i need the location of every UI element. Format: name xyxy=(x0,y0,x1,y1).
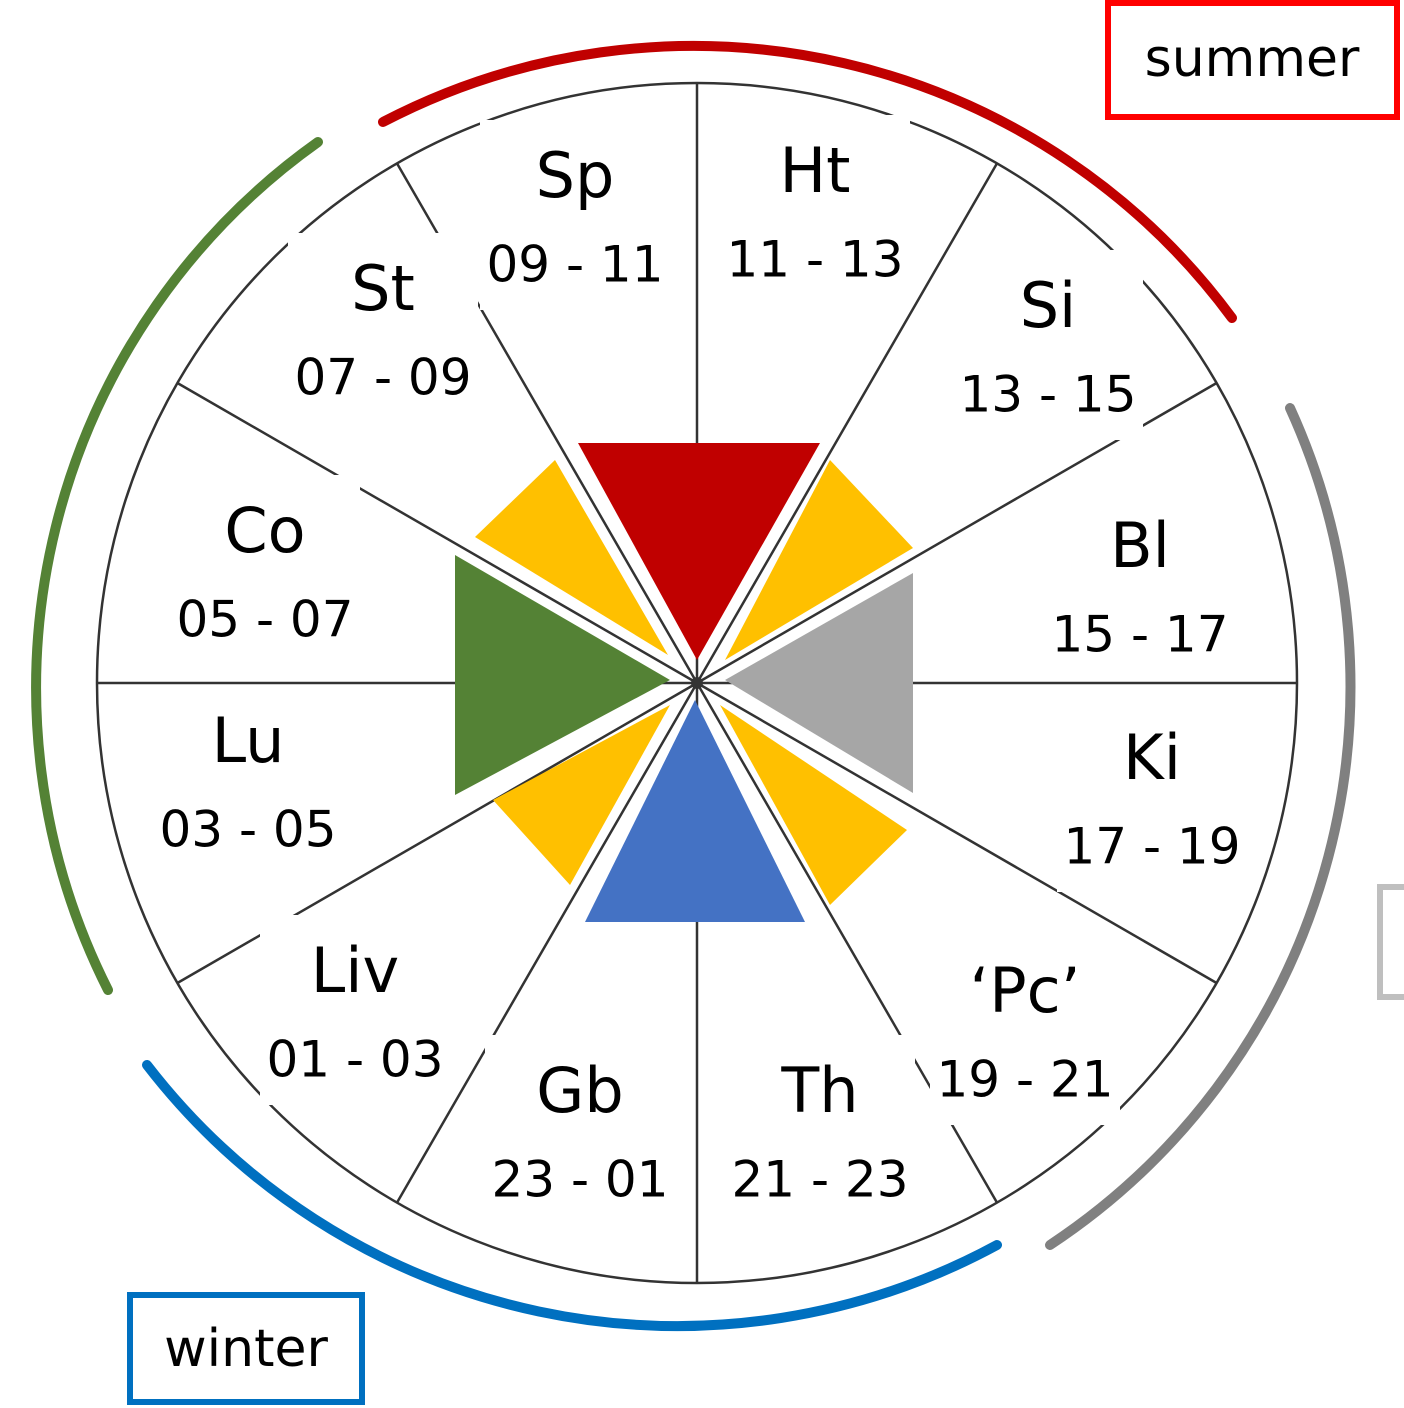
segment-time: 21 - 23 xyxy=(731,1151,908,1209)
label-background xyxy=(485,1035,675,1225)
autumn-triangle xyxy=(725,573,913,793)
segment-time: 15 - 17 xyxy=(1051,606,1228,664)
label-background xyxy=(725,1035,915,1225)
segment-name: Sp xyxy=(536,139,615,212)
center xyxy=(691,677,703,689)
label-background xyxy=(153,685,343,875)
segment-time: 07 - 09 xyxy=(294,349,471,407)
transition-shape xyxy=(725,460,913,660)
autumn-arc xyxy=(1045,403,1356,1250)
segment-time: 19 - 21 xyxy=(936,1051,1113,1109)
segment-name: St xyxy=(351,252,415,325)
winter-triangle xyxy=(585,700,805,922)
summer-label: summer xyxy=(1145,29,1360,89)
label-background xyxy=(260,915,450,1105)
spokes xyxy=(97,83,1297,1283)
segment-labels: Sp 09 - 11 Ht 11 - 13 Si 13 - 15 Bl 15 - 17 Ki 17… xyxy=(159,134,1240,1208)
label-background xyxy=(288,233,478,423)
segment-name: Th xyxy=(780,1054,858,1127)
summer-box xyxy=(1105,0,1400,120)
segment-name: Bl xyxy=(1110,509,1170,582)
spoke xyxy=(176,381,698,685)
segment-time: 09 - 11 xyxy=(486,236,663,294)
label-backgrounds xyxy=(153,115,1247,1225)
segment-name: Lu xyxy=(212,704,285,777)
transition-shape xyxy=(493,705,670,885)
segment-time: 11 - 13 xyxy=(726,231,903,289)
segment-name: Gb xyxy=(536,1054,623,1127)
transition-shape xyxy=(720,705,907,905)
spring-triangle xyxy=(455,555,670,795)
segment-time: 23 - 01 xyxy=(491,1151,668,1209)
segment-time: 13 - 15 xyxy=(959,366,1136,424)
label-background xyxy=(480,120,670,310)
spoke xyxy=(395,682,699,1204)
label-background xyxy=(953,250,1143,440)
segment-time: 17 - 19 xyxy=(1063,818,1240,876)
center-shapes xyxy=(455,443,913,922)
segment-name: Co xyxy=(224,494,305,567)
segment-time: 05 - 07 xyxy=(176,591,353,649)
segment-name: Si xyxy=(1020,269,1077,342)
spring-arc xyxy=(31,137,323,995)
winter-arc xyxy=(142,1060,1002,1331)
spoke xyxy=(695,162,999,684)
label-background xyxy=(170,475,360,665)
segment-name: ‘Pc’ xyxy=(970,954,1081,1027)
label-background xyxy=(1045,490,1235,680)
spoke xyxy=(696,681,1218,985)
label-background xyxy=(1057,702,1247,892)
segment-name: Liv xyxy=(311,934,399,1007)
winter-box xyxy=(127,1292,365,1405)
winter-label: winter xyxy=(164,1319,328,1379)
season-arcs xyxy=(31,40,1356,1331)
summer-triangle xyxy=(578,443,820,660)
autumn-box xyxy=(1377,884,1404,1000)
segment-time: 03 - 05 xyxy=(159,801,336,859)
summer-arc xyxy=(378,40,1237,323)
transition-shape xyxy=(475,460,668,655)
label-background xyxy=(720,115,910,305)
segment-name: Ki xyxy=(1123,721,1181,794)
label-background xyxy=(930,935,1120,1125)
segment-time: 01 - 03 xyxy=(266,1031,443,1089)
segment-name: Ht xyxy=(780,134,851,207)
